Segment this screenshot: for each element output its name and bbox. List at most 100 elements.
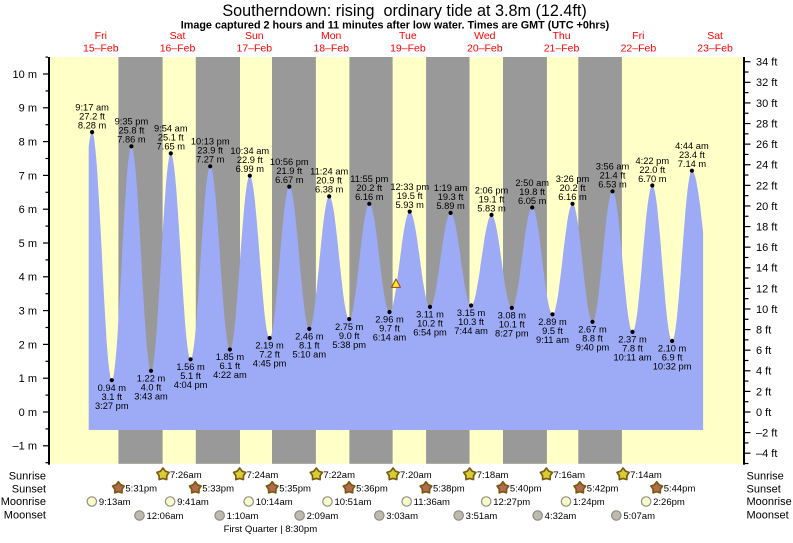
svg-text:22 ft: 22 ft xyxy=(756,180,777,192)
svg-text:Fri: Fri xyxy=(95,30,107,42)
svg-text:17–Feb: 17–Feb xyxy=(236,42,272,54)
svg-text:3:51am: 3:51am xyxy=(466,511,498,522)
svg-text:27.2 ft: 27.2 ft xyxy=(79,111,105,121)
svg-text:5:36pm: 5:36pm xyxy=(356,483,388,494)
svg-text:6 m: 6 m xyxy=(19,204,37,216)
svg-text:7.86 m: 7.86 m xyxy=(117,135,146,145)
svg-text:9:11 am: 9:11 am xyxy=(536,335,569,345)
svg-text:2.19 m: 2.19 m xyxy=(255,341,284,351)
svg-text:6.05 m: 6.05 m xyxy=(518,196,547,206)
svg-text:Sunrise: Sunrise xyxy=(747,471,784,483)
svg-text:10:13 pm: 10:13 pm xyxy=(191,137,230,147)
svg-text:10 ft: 10 ft xyxy=(756,304,777,316)
svg-text:1.56 m: 1.56 m xyxy=(176,362,205,372)
svg-text:4:04 pm: 4:04 pm xyxy=(174,380,208,390)
svg-text:2.46 m: 2.46 m xyxy=(295,332,324,342)
svg-text:–4 ft: –4 ft xyxy=(756,448,777,460)
svg-text:5:33pm: 5:33pm xyxy=(202,483,234,494)
svg-text:3:03am: 3:03am xyxy=(386,511,418,522)
svg-text:4.0 ft: 4.0 ft xyxy=(141,382,162,392)
svg-text:23.4 ft: 23.4 ft xyxy=(679,150,705,160)
svg-text:6.53 m: 6.53 m xyxy=(598,180,627,190)
svg-text:8.1 ft: 8.1 ft xyxy=(299,341,320,351)
svg-text:22.0 ft: 22.0 ft xyxy=(639,165,665,175)
svg-text:3 m: 3 m xyxy=(19,306,37,318)
svg-text:15–Feb: 15–Feb xyxy=(83,42,119,54)
svg-text:0 ft: 0 ft xyxy=(756,407,771,419)
svg-text:5:40pm: 5:40pm xyxy=(510,483,542,494)
svg-text:25.8 ft: 25.8 ft xyxy=(118,126,144,136)
svg-text:12:33 pm: 12:33 pm xyxy=(390,182,429,192)
svg-text:5.93 m: 5.93 m xyxy=(395,200,424,210)
svg-text:Thu: Thu xyxy=(552,30,570,42)
svg-text:12 ft: 12 ft xyxy=(756,283,777,295)
svg-text:7:14am: 7:14am xyxy=(630,470,662,481)
svg-text:7:20am: 7:20am xyxy=(400,470,432,481)
svg-text:4:32am: 4:32am xyxy=(545,511,577,522)
svg-text:10:14am: 10:14am xyxy=(256,497,293,508)
svg-text:Moonrise: Moonrise xyxy=(747,496,792,508)
svg-text:Image captured 2 hours and 11: Image captured 2 hours and 11 minutes af… xyxy=(181,20,610,32)
svg-text:6.1 ft: 6.1 ft xyxy=(220,361,241,371)
svg-text:4 ft: 4 ft xyxy=(756,366,771,378)
svg-text:7:44 am: 7:44 am xyxy=(454,326,488,336)
svg-text:0 m: 0 m xyxy=(19,407,37,419)
svg-text:1:24pm: 1:24pm xyxy=(573,497,605,508)
svg-text:6.9 ft: 6.9 ft xyxy=(662,353,683,363)
svg-text:7.65 m: 7.65 m xyxy=(157,142,186,152)
svg-text:6:54 pm: 6:54 pm xyxy=(413,328,447,338)
svg-text:22–Feb: 22–Feb xyxy=(621,42,657,54)
svg-text:2:26pm: 2:26pm xyxy=(653,497,685,508)
svg-text:2.89 m: 2.89 m xyxy=(538,317,567,327)
svg-text:1:10am: 1:10am xyxy=(227,511,259,522)
svg-text:9:41am: 9:41am xyxy=(177,497,209,508)
svg-text:Moonset: Moonset xyxy=(4,510,46,522)
svg-text:1.85 m: 1.85 m xyxy=(216,352,245,362)
svg-text:Sat: Sat xyxy=(707,30,723,42)
svg-text:Sunset: Sunset xyxy=(747,483,781,495)
svg-text:28 ft: 28 ft xyxy=(756,118,777,130)
svg-text:8.8 ft: 8.8 ft xyxy=(582,333,603,343)
svg-text:24 ft: 24 ft xyxy=(756,160,777,172)
svg-text:4:22 pm: 4:22 pm xyxy=(636,156,670,166)
svg-text:9:35 pm: 9:35 pm xyxy=(115,117,149,127)
svg-text:4:45 pm: 4:45 pm xyxy=(253,359,287,369)
svg-text:10:51am: 10:51am xyxy=(334,497,371,508)
svg-text:8 m: 8 m xyxy=(19,137,37,149)
svg-text:5:10 am: 5:10 am xyxy=(293,350,327,360)
svg-text:4:22 am: 4:22 am xyxy=(213,370,247,380)
svg-text:21.9 ft: 21.9 ft xyxy=(276,166,302,176)
svg-text:Mon: Mon xyxy=(321,30,342,42)
svg-text:19.3 ft: 19.3 ft xyxy=(438,192,464,202)
svg-text:5:35pm: 5:35pm xyxy=(279,483,311,494)
svg-text:11:55 pm: 11:55 pm xyxy=(350,174,388,184)
svg-text:11:24 am: 11:24 am xyxy=(310,167,348,177)
svg-text:18 ft: 18 ft xyxy=(756,221,777,233)
svg-text:3:27 pm: 3:27 pm xyxy=(95,401,129,411)
svg-text:9.0 ft: 9.0 ft xyxy=(339,331,360,341)
svg-text:6.16 m: 6.16 m xyxy=(558,192,587,202)
svg-text:19.8 ft: 19.8 ft xyxy=(519,187,545,197)
svg-text:7:22am: 7:22am xyxy=(323,470,355,481)
svg-text:9.5 ft: 9.5 ft xyxy=(542,326,563,336)
svg-text:–1 m: –1 m xyxy=(13,441,37,453)
svg-text:7.2 ft: 7.2 ft xyxy=(259,350,280,360)
svg-text:26 ft: 26 ft xyxy=(756,139,777,151)
svg-text:10 m: 10 m xyxy=(13,69,37,81)
svg-text:19–Feb: 19–Feb xyxy=(390,42,426,54)
svg-text:3:56 am: 3:56 am xyxy=(596,162,630,172)
svg-text:11:36am: 11:36am xyxy=(414,497,450,508)
svg-text:5:44pm: 5:44pm xyxy=(664,483,696,494)
svg-text:3.1 ft: 3.1 ft xyxy=(101,392,122,402)
svg-text:2.96 m: 2.96 m xyxy=(375,315,404,325)
svg-text:Tue: Tue xyxy=(399,30,417,42)
svg-text:3:43 am: 3:43 am xyxy=(134,391,168,401)
svg-text:5 m: 5 m xyxy=(19,238,37,250)
svg-text:7.14 m: 7.14 m xyxy=(678,159,707,169)
svg-text:7.27 m: 7.27 m xyxy=(196,155,225,165)
svg-text:21–Feb: 21–Feb xyxy=(544,42,580,54)
svg-text:2.10 m: 2.10 m xyxy=(658,344,687,354)
svg-text:5:42pm: 5:42pm xyxy=(587,483,619,494)
svg-text:Sun: Sun xyxy=(245,30,264,42)
svg-text:22.9 ft: 22.9 ft xyxy=(237,155,263,165)
